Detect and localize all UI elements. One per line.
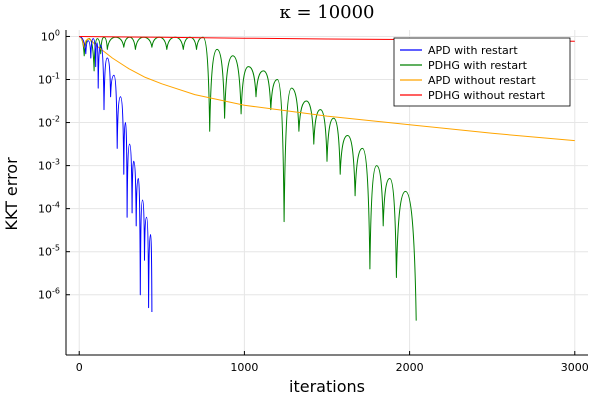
y-tick-exponent: -5: [52, 244, 60, 253]
y-tick-base: 10: [38, 203, 52, 216]
y-tick-base: 10: [38, 74, 52, 87]
x-axis-label: iterations: [289, 377, 365, 396]
x-tick-label: 2000: [396, 361, 424, 374]
y-tick-label: 10-1: [38, 72, 60, 87]
y-axis-label: KKT error: [2, 157, 21, 231]
y-tick-exponent: -4: [52, 201, 60, 210]
y-tick-label: 100: [41, 28, 60, 43]
y-tick-exponent: -1: [52, 72, 60, 81]
x-tick-label: 1000: [230, 361, 258, 374]
legend-label-apd-without-restart: APD without restart: [428, 74, 536, 87]
y-tick-base: 10: [38, 289, 52, 302]
legend-label-pdhg-with-restart: PDHG with restart: [428, 59, 528, 72]
y-tick-exponent: -6: [52, 287, 60, 296]
y-tick-base: 10: [38, 117, 52, 130]
y-tick-base: 10: [38, 160, 52, 173]
x-tick-label: 0: [76, 361, 83, 374]
x-tick-label: 3000: [561, 361, 589, 374]
y-tick-exponent: -3: [52, 158, 60, 167]
y-tick-exponent: -2: [52, 115, 60, 124]
y-tick-label: 10-4: [38, 201, 60, 216]
y-tick-label: 10-5: [38, 244, 60, 259]
y-tick-label: 10-3: [38, 158, 60, 173]
y-tick-label: 10-6: [38, 287, 60, 302]
y-tick-exponent: 0: [55, 28, 60, 37]
series-line-apd-without-restart: [78, 36, 575, 142]
legend-box: [393, 37, 571, 107]
y-tick-base: 10: [41, 30, 55, 43]
chart-title: κ = 10000: [279, 2, 374, 23]
series-line-pdhg-with-restart: [79, 36, 417, 321]
y-tick-base: 10: [38, 246, 52, 259]
legend: APD with restart PDHG with restart APD wit…: [393, 37, 571, 107]
series-line-apd-with-restart: [79, 36, 153, 313]
y-tick-label: 10-2: [38, 115, 60, 130]
legend-label-apd-with-restart: APD with restart: [428, 44, 518, 57]
legend-label-pdhg-without-restart: PDHG without restart: [428, 89, 546, 102]
